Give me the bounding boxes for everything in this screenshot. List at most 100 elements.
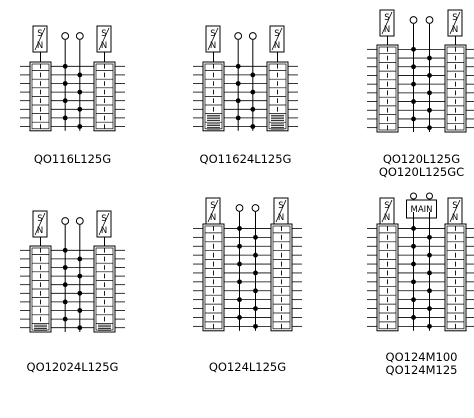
bus-tap-dot (237, 315, 242, 320)
neutral-lug-sn: SN (447, 9, 463, 45)
svg-text:S: S (384, 13, 389, 23)
bus-tap-dot (77, 124, 83, 129)
bus-tap-dot (253, 270, 258, 276)
svg-text:S: S (452, 201, 457, 211)
terminal-circle (410, 192, 418, 200)
terminal-circle (248, 32, 257, 40)
bus-tap-dot (62, 98, 68, 104)
bus-tap-dot (77, 106, 83, 112)
bus-tap-dot (62, 299, 68, 305)
bus-tap-dot (427, 125, 432, 131)
svg-text:N: N (37, 226, 43, 236)
bus-tap-dot (62, 115, 68, 121)
bus-tap-dot (427, 288, 432, 294)
bus-tap-dot (77, 325, 83, 331)
svg-text:S: S (278, 201, 283, 211)
bus-tap-dot (237, 297, 242, 303)
bus-tap-dot (250, 89, 256, 95)
bus-tap-dot (235, 115, 241, 121)
neutral-lug-sn: SN (447, 197, 463, 225)
bus-tap-dot (77, 308, 83, 313)
bus-tap-dot (411, 279, 416, 285)
svg-text:S: S (101, 214, 106, 224)
bus-tap-dot (62, 282, 68, 288)
bus-tap-dot (427, 270, 432, 276)
bus-tap-dot (427, 73, 432, 78)
neutral-lug-sn: SN (96, 210, 112, 246)
bus-tap-dot (427, 107, 432, 113)
neutral-lug-sn: SN (205, 197, 221, 225)
panel-model-label: QO120L125G (383, 152, 460, 166)
svg-text:S: S (210, 29, 215, 39)
terminal-circle (425, 16, 434, 24)
terminal-circle (75, 32, 84, 40)
bus-tap-dot (250, 124, 256, 129)
bus-tap-dot (62, 81, 68, 86)
bus-tap-dot (237, 279, 242, 285)
bus-tap-dot (77, 290, 83, 296)
bus-tap-dot (77, 89, 83, 95)
bus-tap-dot (411, 261, 416, 267)
panel-model-label-alt: QO120L125GC (379, 165, 464, 179)
svg-text:N: N (37, 41, 43, 51)
neutral-lug-sn: SN (96, 25, 112, 62)
neutral-lug-sn: SN (269, 25, 285, 62)
panel-model-label-alt: QO124M125 (386, 363, 458, 377)
bus-tap-dot (77, 273, 83, 279)
svg-text:N: N (384, 25, 390, 35)
panel-model-label: QO116L125G (34, 152, 111, 166)
svg-text:N: N (101, 226, 107, 236)
terminal-circle (251, 204, 260, 212)
svg-text:N: N (384, 213, 390, 223)
svg-text:N: N (210, 213, 216, 223)
terminal-circle (235, 204, 244, 212)
bus-tap-dot (237, 226, 242, 231)
terminal-circle (75, 217, 84, 225)
bus-tap-dot (253, 323, 258, 329)
bus-tap-dot (427, 55, 432, 61)
svg-text:N: N (452, 213, 458, 223)
bus-tap-dot (411, 297, 416, 303)
bus-tap-dot (427, 306, 432, 311)
bus-tap-dot (237, 261, 242, 267)
terminal-circle (425, 192, 433, 200)
neutral-lug-sn: SN (205, 25, 221, 62)
bus-tap-dot (411, 64, 416, 70)
bus-tap-dot (427, 90, 432, 96)
terminal-circle (234, 32, 243, 40)
svg-text:N: N (210, 41, 216, 51)
bus-tap-dot (427, 252, 432, 258)
svg-text:S: S (37, 29, 42, 39)
bus-tap-dot (253, 306, 258, 311)
main-breaker-label: MAIN (410, 205, 432, 215)
svg-text:S: S (37, 214, 42, 224)
neutral-lug-sn: SN (379, 9, 395, 45)
bus-tap-dot (77, 256, 83, 262)
bus-tap-dot (253, 252, 258, 258)
svg-text:N: N (101, 41, 107, 51)
panel-model-label: QO124M100 (386, 350, 458, 364)
bus-tap-dot (250, 72, 256, 78)
terminal-circle (61, 32, 70, 40)
bus-tap-dot (411, 243, 416, 249)
bus-tap-dot (411, 46, 416, 52)
neutral-lug-sn: SN (32, 210, 48, 246)
bus-tap-dot (62, 316, 68, 322)
terminal-circle (409, 16, 418, 24)
panel-model-label: QO12024L125G (27, 360, 119, 374)
bus-tap-dot (411, 81, 416, 87)
svg-text:N: N (274, 41, 280, 51)
neutral-lug-sn: SN (379, 197, 395, 225)
bus-tap-dot (253, 288, 258, 294)
terminal-circle (61, 217, 70, 225)
svg-text:S: S (384, 201, 389, 211)
bus-tap-dot (77, 72, 83, 78)
bus-tap-dot (62, 265, 68, 270)
bus-tap-dot (253, 234, 258, 240)
bus-tap-dot (411, 315, 416, 320)
